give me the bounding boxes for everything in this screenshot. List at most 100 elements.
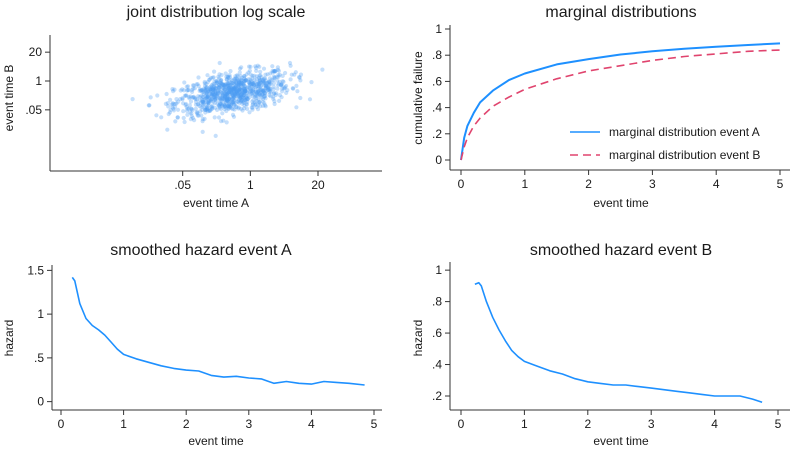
- scatter-point: [233, 101, 238, 106]
- scatter-point: [187, 103, 192, 108]
- scatter-point: [233, 90, 239, 95]
- scatter-point: [242, 78, 248, 84]
- scatter-point: [203, 107, 208, 112]
- scatter-point: [274, 91, 279, 96]
- scatter-point: [223, 82, 228, 87]
- scatter-point: [235, 99, 240, 104]
- scatter-point: [260, 80, 265, 85]
- scatter-point: [206, 77, 212, 83]
- scatter-point: [208, 87, 213, 92]
- scatter-point: [228, 103, 233, 108]
- scatter-point: [262, 80, 267, 85]
- x-tick-label-hazardA-5: 5: [371, 417, 378, 431]
- scatter-point: [272, 69, 277, 74]
- scatter-point: [287, 60, 293, 66]
- scatter-point: [201, 101, 206, 106]
- scatter-point: [220, 81, 225, 87]
- scatter-point: [204, 91, 209, 97]
- scatter-point: [251, 81, 256, 87]
- scatter-point: [262, 103, 268, 108]
- scatter-point: [212, 82, 217, 87]
- scatter-point: [238, 95, 244, 100]
- scatter-point: [204, 96, 209, 101]
- scatter-point: [191, 94, 196, 99]
- scatter-point: [258, 87, 263, 92]
- scatter-point: [215, 80, 220, 85]
- scatter-point: [196, 84, 201, 89]
- scatter-point: [155, 93, 160, 98]
- scatter-point: [225, 98, 230, 103]
- scatter-point: [251, 82, 257, 87]
- scatter-point: [240, 87, 245, 92]
- scatter-point: [207, 87, 213, 92]
- scatter-point: [238, 80, 243, 85]
- scatter-point: [226, 74, 231, 79]
- scatter-point: [200, 104, 205, 109]
- scatter-point: [195, 82, 200, 87]
- scatter-point: [208, 84, 213, 89]
- x-tick-label-hazardA-1: 1: [120, 417, 127, 431]
- scatter-point: [262, 91, 268, 96]
- scatter-point: [240, 100, 246, 105]
- scatter-point: [222, 87, 227, 92]
- scatter-point: [234, 88, 239, 93]
- scatter-point: [253, 102, 258, 107]
- scatter-point: [205, 99, 210, 104]
- scatter-point: [234, 96, 239, 102]
- scatter-point: [239, 80, 245, 86]
- scatter-point: [211, 88, 216, 93]
- scatter-point: [238, 73, 243, 79]
- scatter-point: [259, 80, 264, 85]
- scatter-point: [227, 83, 232, 88]
- scatter-point: [242, 103, 247, 108]
- scatter-point: [224, 97, 230, 102]
- scatter-point: [178, 97, 183, 102]
- scatter-point: [221, 82, 226, 87]
- scatter-point: [231, 100, 236, 105]
- scatter-point: [200, 87, 205, 93]
- scatter-point: [232, 87, 238, 92]
- scatter-point: [256, 92, 262, 97]
- scatter-point: [232, 76, 237, 81]
- scatter-point: [222, 82, 227, 88]
- scatter-point: [229, 86, 235, 91]
- scatter-point: [230, 97, 235, 102]
- scatter-point: [219, 102, 224, 107]
- scatter-point: [257, 73, 262, 78]
- scatter-point: [213, 86, 218, 91]
- scatter-point: [230, 100, 235, 105]
- scatter-point: [255, 80, 260, 85]
- scatter-point: [225, 81, 230, 86]
- scatter-point: [186, 87, 191, 93]
- scatter-point: [215, 93, 220, 98]
- scatter-point: [234, 84, 239, 89]
- scatter-point: [249, 80, 255, 85]
- scatter-point: [217, 83, 222, 88]
- scatter-point: [240, 108, 245, 113]
- scatter-point: [159, 115, 164, 120]
- scatter-point: [307, 97, 313, 102]
- scatter-point: [245, 91, 250, 96]
- scatter-point: [206, 93, 211, 98]
- scatter-point: [220, 93, 225, 98]
- scatter-point: [225, 104, 230, 109]
- scatter-point: [240, 95, 245, 100]
- scatter-point: [211, 99, 216, 104]
- scatter-point: [235, 87, 240, 92]
- scatter-point: [247, 95, 252, 100]
- scatter-point: [267, 90, 272, 95]
- ticks-hazard-b: 0 1 2 3 4 5 .2 .4 .6 .8 1: [432, 263, 782, 431]
- scatter-point: [262, 100, 267, 106]
- scatter-point: [224, 83, 229, 88]
- scatter-point: [232, 100, 237, 105]
- scatter-point: [267, 80, 272, 85]
- scatter-point: [215, 101, 220, 106]
- scatter-point: [185, 106, 190, 111]
- scatter-point: [200, 100, 206, 105]
- scatter-point: [224, 91, 229, 96]
- scatter-point: [271, 81, 276, 86]
- scatter-point: [260, 88, 265, 93]
- scatter-point: [238, 98, 243, 103]
- scatter-point: [236, 99, 241, 104]
- x-tick-label-marginal-5: 5: [777, 177, 784, 191]
